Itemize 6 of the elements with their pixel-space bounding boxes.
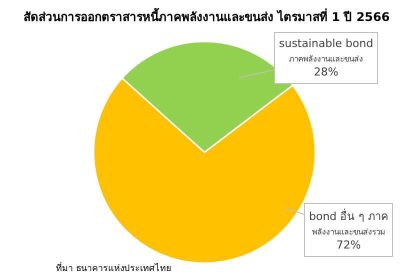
slice-label: sustainable bond ภาคพลังงานและขนส่ง: [279, 37, 374, 64]
data-label: 28%: [314, 66, 338, 79]
slice-label: bond อื่น ๆ ภาค พลังงานและขนส่งรวม: [309, 208, 388, 236]
data-label: 72%: [336, 238, 361, 252]
text: ที่มา ธนาคารแห่งประเทศไทย: [56, 261, 171, 274]
chart-title: สัดส่วนการออกตราสารหนี้ภาคพลังงานและขนส่ง ไตรมาสที่ 1 ปี 2566: [23, 6, 390, 24]
